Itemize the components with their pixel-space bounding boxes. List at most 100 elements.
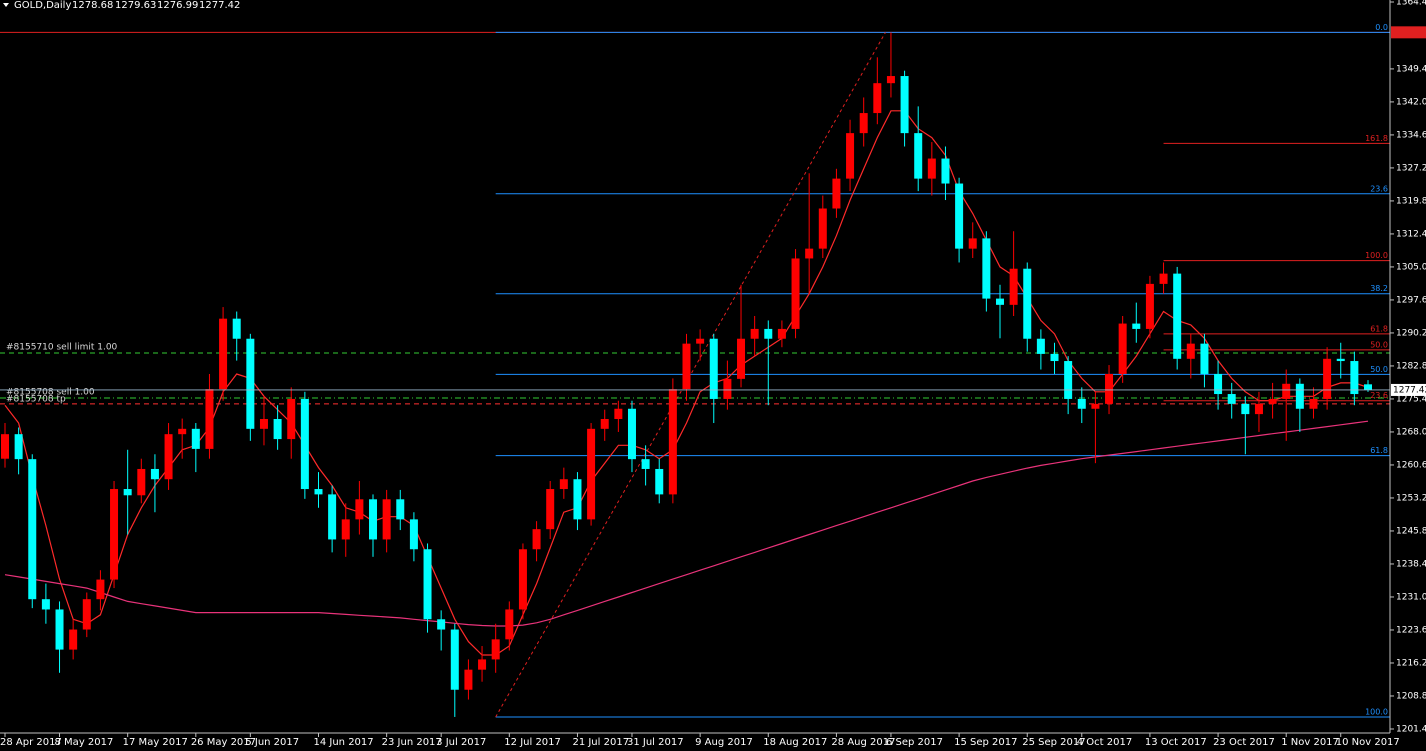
candle-body (587, 428, 596, 520)
x-tick-label: 9 Aug 2017 (695, 737, 753, 748)
y-tick-label: 1231.00 (1396, 592, 1426, 602)
candle-body (1200, 343, 1209, 374)
x-tick-label: 6 Sep 2017 (886, 737, 943, 748)
candle-body (1077, 398, 1086, 409)
candle-body (137, 468, 146, 496)
x-tick-label: 17 May 2017 (123, 737, 188, 748)
candle-body (1009, 268, 1018, 305)
y-tick-label: 1319.80 (1396, 196, 1426, 206)
fib-label: 23.6 (1370, 184, 1388, 193)
candle-body (1282, 383, 1291, 399)
x-tick-label: 21 Jul 2017 (572, 737, 629, 748)
fib-label: 61.8 (1370, 324, 1388, 333)
candle-body (1350, 361, 1359, 395)
y-tick-label: 1275.40 (1396, 394, 1426, 404)
candle-body (82, 599, 91, 630)
x-tick-label: 14 Jun 2017 (313, 737, 373, 748)
fib-label: 161.8 (1365, 134, 1388, 143)
trend-line (495, 32, 886, 718)
fib-label: 100.0 (1365, 707, 1388, 716)
candle-body (1254, 403, 1263, 415)
x-tick-label: 1 Nov 2017 (1281, 737, 1339, 748)
candle-body (941, 158, 950, 184)
candle-body (219, 318, 228, 390)
candle-body (1105, 373, 1114, 404)
candle-body (382, 499, 391, 540)
candle-body (573, 479, 582, 520)
fib-label: 0.0 (1375, 23, 1388, 32)
candle-body (532, 529, 541, 550)
y-tick-label: 1201.40 (1396, 724, 1426, 734)
candle-body (178, 428, 187, 435)
candle-body (968, 238, 977, 249)
candle-body (614, 408, 623, 420)
candle-body (423, 549, 432, 620)
candle-body (955, 183, 964, 249)
x-tick-label: 18 Aug 2017 (763, 737, 827, 748)
x-tick-label: 15 Sep 2017 (954, 737, 1017, 748)
candle-body (655, 468, 664, 495)
candle-body (1364, 384, 1372, 390)
candle-body (41, 599, 50, 610)
candle-body (927, 158, 936, 179)
header-close: 1277.42 (199, 0, 240, 11)
candle-body (777, 328, 786, 339)
candle-body (1118, 323, 1127, 374)
candle-body (1241, 403, 1250, 415)
candle-body (696, 338, 705, 344)
candle-body (232, 318, 241, 339)
candle-body (1268, 398, 1277, 404)
y-tick-label: 1238.40 (1396, 559, 1426, 569)
candle-body (355, 499, 364, 520)
y-tick-label: 1290.20 (1396, 328, 1426, 338)
candle-body (1309, 398, 1318, 409)
candle-body (737, 338, 746, 379)
y-tick-label: 1223.60 (1396, 625, 1426, 635)
candle-body (982, 238, 991, 299)
candle-body (873, 83, 882, 114)
candle-body (123, 489, 132, 496)
candle-body (14, 434, 23, 460)
y-tick-label: 1297.60 (1396, 295, 1426, 305)
x-tick-label: 23 Oct 2017 (1213, 737, 1275, 748)
candle-body (464, 669, 473, 690)
candle-body (682, 343, 691, 390)
moving-average (4, 110, 1369, 656)
moving-average (4, 420, 1369, 627)
candle-body (641, 459, 650, 469)
menu-arrow[interactable] (3, 3, 9, 7)
x-tick-label: 3 Jul 2017 (436, 737, 486, 748)
plot-area: 0.0 23.6 38.2 50.0 61.8 100.0 161.8 100.0 61.8 50… (0, 23, 1390, 718)
x-tick-label: 28 Aug 2017 (831, 737, 895, 748)
candle-body (1091, 403, 1100, 409)
candle-body (205, 389, 214, 449)
candle-body (791, 258, 800, 329)
fib-label: 50.0 (1370, 365, 1388, 374)
candle-body (859, 113, 868, 134)
y-tick-label: 1349.40 (1396, 64, 1426, 74)
candle-body (559, 479, 568, 490)
order-label: #8155710 sell limit 1.00 (6, 343, 118, 353)
candle-body (518, 549, 527, 610)
candle-body (627, 408, 636, 460)
fib-label: 23.6 (1370, 391, 1388, 400)
candle-body (709, 338, 718, 399)
candle-body (1173, 273, 1182, 359)
y-tick-label: 1268.00 (1396, 427, 1426, 437)
candle-body (668, 389, 677, 495)
candle-body (1145, 283, 1154, 329)
candle-body (69, 629, 78, 650)
order-label: #8155708 tp (6, 394, 66, 404)
candle-body (546, 489, 555, 530)
candle-body (1214, 373, 1223, 395)
candle-body (750, 328, 759, 339)
y-tick-label: 1282.80 (1396, 361, 1426, 371)
y-tick-label: 1208.80 (1396, 691, 1426, 701)
header-low: 1276.99 (157, 0, 198, 11)
candle-body (505, 609, 514, 640)
y-tick-label: 1312.40 (1396, 229, 1426, 239)
candle-body (1, 434, 9, 459)
fib-label: 50.0 (1370, 340, 1388, 349)
x-tick-label: 12 Jul 2017 (504, 737, 561, 748)
